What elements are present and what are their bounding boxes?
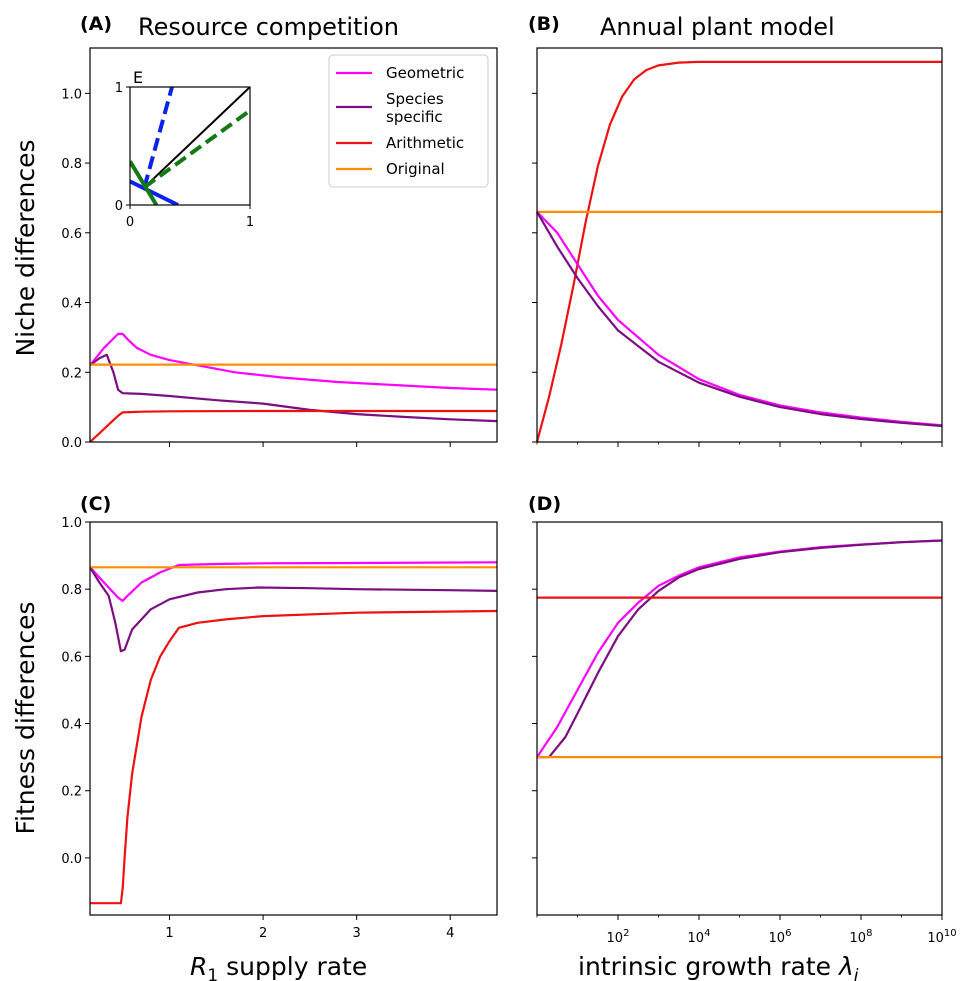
inset-y-tick-label: 1 [115, 81, 123, 96]
series-c-arithmetic [90, 609, 498, 905]
y-tick-label-a: 0.4 [61, 297, 82, 312]
panel-a-letter: (A) [80, 13, 112, 35]
series-d-geometric [536, 539, 943, 758]
plot-frame-d [536, 521, 943, 916]
plot-frame-c [89, 521, 498, 916]
y-label-fitness: Fitness differences [11, 601, 40, 834]
legend: Geometric Species specific Arithmetic Origin… [328, 54, 489, 188]
panel-c-letter: (C) [80, 493, 111, 515]
y-tick-label-c: 0.4 [61, 718, 82, 733]
inset-line [143, 87, 250, 189]
inset-x-tick-label: 1 [246, 215, 254, 230]
x-label-growth-rate: intrinsic growth rate λi [578, 952, 859, 981]
inset-line [130, 160, 159, 205]
inset-line [142, 87, 174, 188]
y-tick-label-a: 0.0 [61, 436, 82, 451]
inset-lines [130, 87, 250, 205]
legend-label: Arithmetic [386, 134, 464, 152]
x-tick-label-c: 3 [353, 926, 361, 941]
inset-frame [129, 86, 251, 206]
panel-b-title: Annual plant model [600, 13, 835, 41]
plot-frame-a [89, 47, 498, 443]
panel-c: 0.0 0.2 0.4 0.6 0.8 1.0 1 2 3 4 [61, 516, 498, 941]
series-b-species-specific [536, 211, 943, 428]
x-tick-label-c: 2 [259, 926, 267, 941]
inset-line [143, 108, 250, 189]
legend-box [328, 54, 489, 188]
panel-a-title: Resource competition [138, 13, 399, 41]
y-tick-label-a: 0.2 [61, 366, 82, 381]
y-tick-label-c: 1.0 [61, 516, 82, 531]
inset-title: E [133, 68, 143, 87]
inset-x-tick-label: 0 [126, 215, 134, 230]
x-tick-label-d: 106 [769, 928, 792, 946]
panel-d-letter: (D) [528, 493, 561, 515]
inset-y-tick-label: 0 [115, 199, 123, 214]
y-tick-label-a: 0.8 [61, 157, 82, 172]
x-tick-label-d: 108 [850, 928, 873, 946]
y-tick-label-a: 0.6 [61, 227, 82, 242]
legend-label: Species specific [386, 90, 444, 126]
x-label-supply-rate: R1 supply rate [190, 952, 367, 981]
series-c-geometric [89, 561, 498, 603]
legend-label: Original [386, 160, 445, 178]
panel-d: 102 104 106 108 1010 [532, 521, 957, 946]
panel-b [532, 47, 943, 447]
inset-line [130, 179, 179, 205]
panel-a: 0.0 0.2 0.4 0.6 0.8 1.0 [61, 47, 498, 451]
series-a-arithmetic [89, 409, 497, 443]
y-tick-label-a: 1.0 [61, 87, 82, 102]
series-b-geometric [536, 211, 943, 427]
series-c-species-specific [89, 566, 498, 653]
x-tick-label-d: 104 [688, 928, 711, 946]
x-tick-label-d: 102 [607, 928, 630, 946]
y-tick-label-c: 0.0 [61, 852, 82, 867]
x-tick-label-d: 1010 [927, 928, 956, 946]
y-tick-label-c: 0.8 [61, 583, 82, 598]
series-a-geometric [89, 332, 498, 391]
series-a-species-specific [89, 353, 498, 423]
y-tick-label-c: 0.6 [61, 650, 82, 665]
series-d-species-specific [537, 539, 943, 759]
plot-frame-b [536, 47, 943, 443]
legend-label: Geometric [386, 64, 464, 82]
y-tick-label-c: 0.2 [61, 785, 82, 800]
y-label-niche: Niche differences [11, 139, 40, 356]
x-tick-label-c: 4 [446, 926, 454, 941]
panel-b-letter: (B) [528, 13, 560, 35]
series-b-arithmetic [535, 60, 942, 443]
x-tick-label-c: 1 [165, 926, 173, 941]
